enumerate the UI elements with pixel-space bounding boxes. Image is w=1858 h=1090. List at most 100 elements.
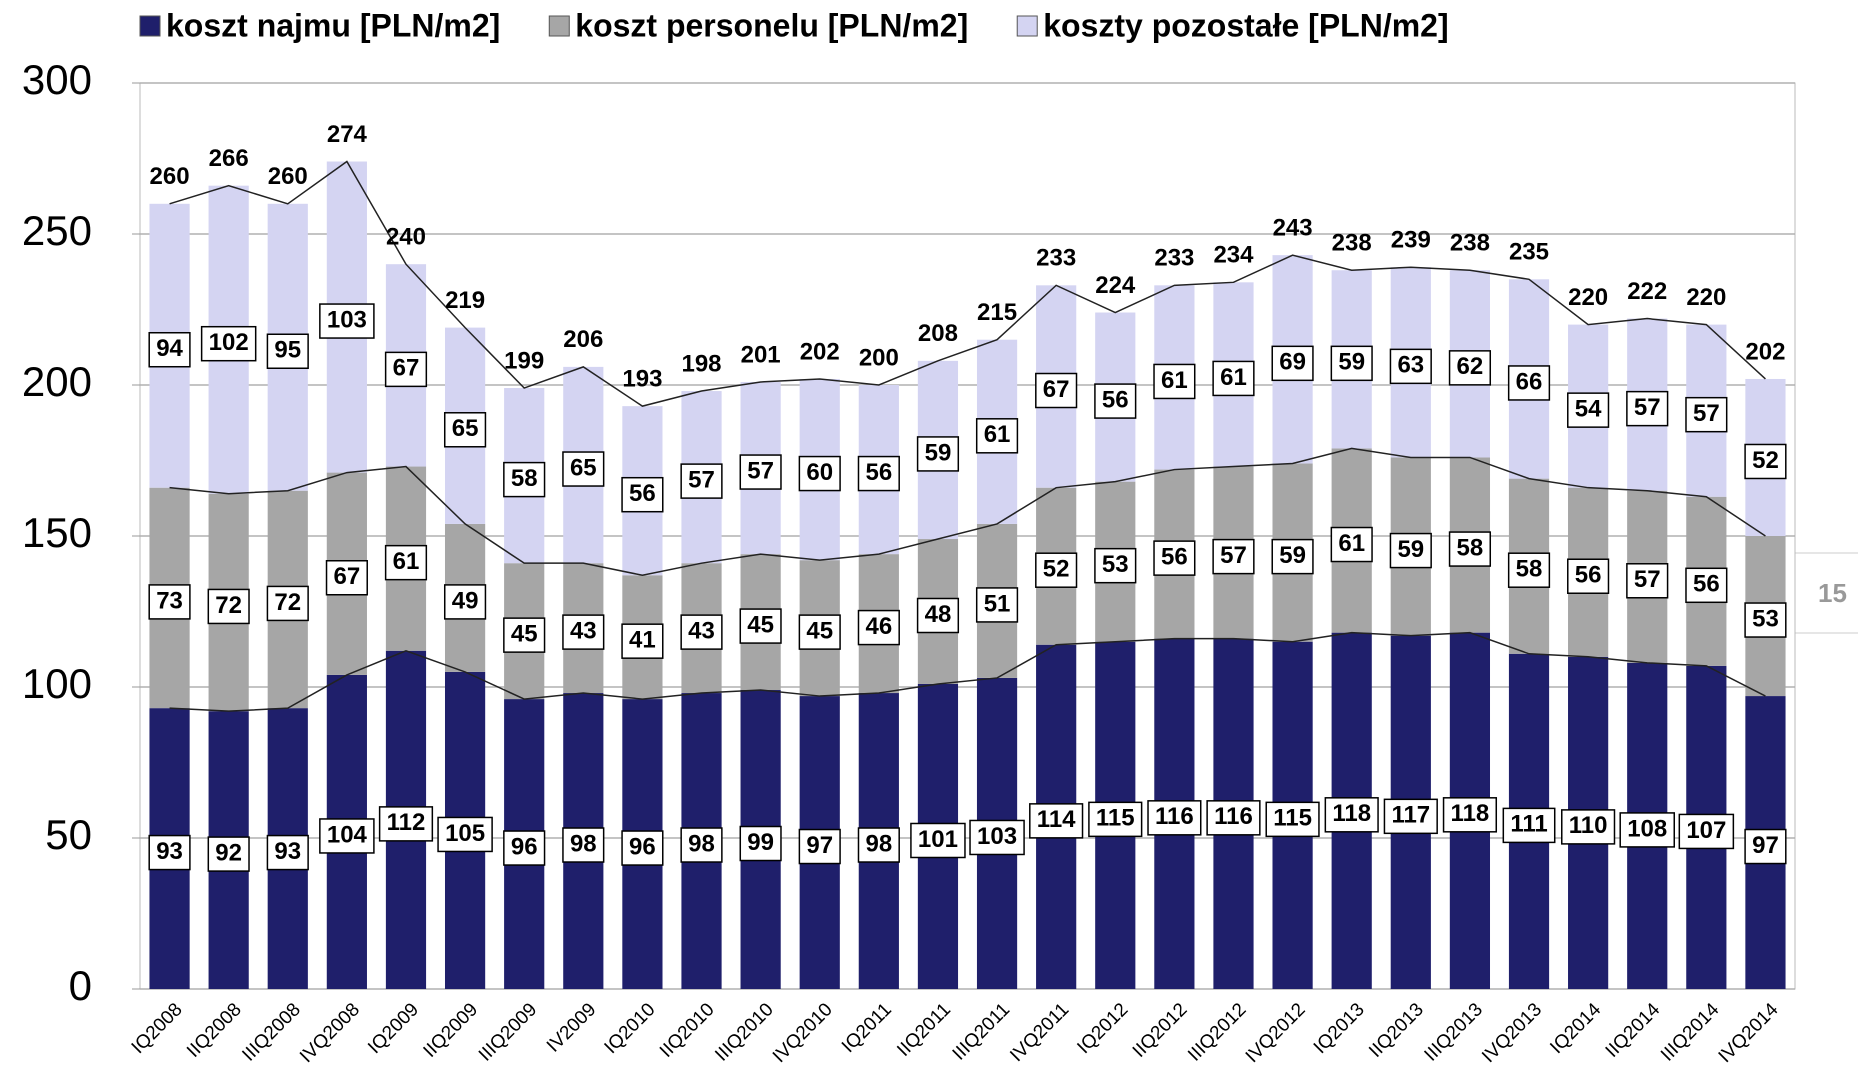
value-label: 101 (910, 822, 966, 859)
value-label-box (1561, 809, 1616, 845)
total-line (169, 160, 1766, 407)
value-label-box (384, 544, 428, 581)
series-connector (169, 447, 1766, 577)
x-tick-label: IIQ2014 (1602, 999, 1665, 1062)
value-label: 53 (1094, 547, 1137, 584)
value-label-box (798, 828, 841, 865)
value-label-box (1678, 813, 1735, 850)
value-label: 59 (1389, 532, 1432, 569)
value-label-box (1035, 552, 1078, 588)
value-label: 60 (798, 455, 841, 492)
value-label-box (266, 585, 309, 622)
value-label-text: 58 (1457, 534, 1484, 561)
total-label: 206 (563, 326, 603, 353)
value-label-text: 52 (1043, 556, 1070, 583)
value-label: 56 (1567, 558, 1610, 594)
value-label-text: 95 (274, 337, 301, 364)
value-label-text: 118 (1332, 800, 1371, 827)
value-label-box (1448, 350, 1492, 386)
value-label: 49 (443, 584, 487, 620)
value-label-text: 48 (925, 601, 952, 628)
x-tick-label: IQ2010 (601, 999, 660, 1058)
x-tick-label: IVQ2011 (1006, 999, 1073, 1066)
value-label-box (1330, 526, 1373, 563)
value-label: 43 (680, 614, 723, 650)
x-tick-label: IQ2008 (128, 999, 187, 1058)
value-label-box (680, 614, 723, 650)
value-label-text: 59 (1338, 349, 1365, 376)
x-tick-label: IQ2011 (838, 999, 896, 1057)
value-label-box (266, 834, 309, 871)
value-label: 57 (1626, 563, 1669, 599)
x-tick-label: IQ2012 (1073, 999, 1132, 1058)
value-label-text: 98 (570, 830, 597, 857)
value-label-text: 118 (1451, 800, 1490, 827)
value-label-box (503, 617, 546, 653)
value-label-text: 57 (1634, 394, 1661, 421)
value-label-text: 59 (1397, 536, 1424, 563)
value-label-box (1324, 797, 1379, 833)
value-label: 41 (621, 623, 664, 659)
value-label: 48 (916, 597, 960, 634)
value-label-box (910, 822, 966, 859)
value-label-box (916, 436, 960, 472)
value-label: 52 (1744, 443, 1787, 480)
value-label-text: 96 (511, 833, 538, 860)
value-label: 59 (916, 436, 960, 472)
value-label: 56 (621, 476, 664, 513)
value-label: 51 (975, 587, 1019, 623)
value-label-box (621, 830, 664, 866)
x-tick-label: IIIQ2011 (949, 999, 1014, 1064)
total-label: 240 (386, 224, 426, 251)
value-label-text: 53 (1102, 551, 1129, 578)
value-label: 59 (1330, 345, 1373, 382)
value-label: 104 (319, 818, 375, 854)
value-label-text: 93 (274, 838, 301, 865)
y-tick-label: 200 (22, 358, 92, 405)
value-label: 110 (1561, 809, 1616, 845)
value-label: 98 (562, 827, 605, 863)
value-label-text: 43 (570, 617, 597, 644)
value-label-text: 61 (1161, 367, 1188, 394)
value-label-box (443, 584, 487, 620)
value-label-text: 104 (327, 821, 368, 848)
value-label-text: 66 (1516, 368, 1543, 395)
value-label: 54 (1567, 392, 1610, 428)
series-connector (169, 631, 1766, 712)
value-label-box (798, 614, 841, 650)
value-label-box (1330, 345, 1373, 382)
value-label-text: 56 (865, 459, 892, 486)
value-label-text: 107 (1686, 817, 1726, 844)
value-label: 61 (1212, 360, 1255, 397)
value-label-text: 45 (747, 611, 774, 638)
value-label-box (384, 351, 428, 388)
value-label-box (1626, 390, 1669, 427)
value-label-box (378, 806, 434, 842)
value-label: 56 (1094, 383, 1137, 419)
value-label-box (1153, 540, 1196, 576)
value-label-box (621, 623, 664, 659)
total-label: 200 (859, 344, 899, 371)
value-label-box (266, 333, 309, 369)
value-label-box (680, 463, 723, 499)
value-label: 97 (798, 828, 841, 865)
value-label-box (200, 325, 257, 362)
x-tick-label: IIIQ2010 (711, 999, 777, 1065)
value-label-box (207, 836, 250, 872)
value-label: 93 (266, 834, 309, 871)
value-label-text: 56 (1693, 571, 1720, 598)
value-label: 118 (1324, 797, 1379, 833)
legend-label: koszt personelu [PLN/m2] (575, 7, 968, 43)
value-label-text: 93 (156, 838, 183, 865)
value-label-text: 61 (393, 548, 420, 575)
value-label: 103 (319, 303, 375, 339)
value-label: 73 (148, 584, 191, 620)
value-label-text: 69 (1279, 349, 1306, 376)
value-label-text: 105 (445, 820, 485, 847)
value-label: 57 (680, 463, 723, 499)
value-label-box (1567, 558, 1610, 594)
value-label: 96 (503, 830, 546, 866)
value-label-text: 63 (1397, 352, 1424, 379)
